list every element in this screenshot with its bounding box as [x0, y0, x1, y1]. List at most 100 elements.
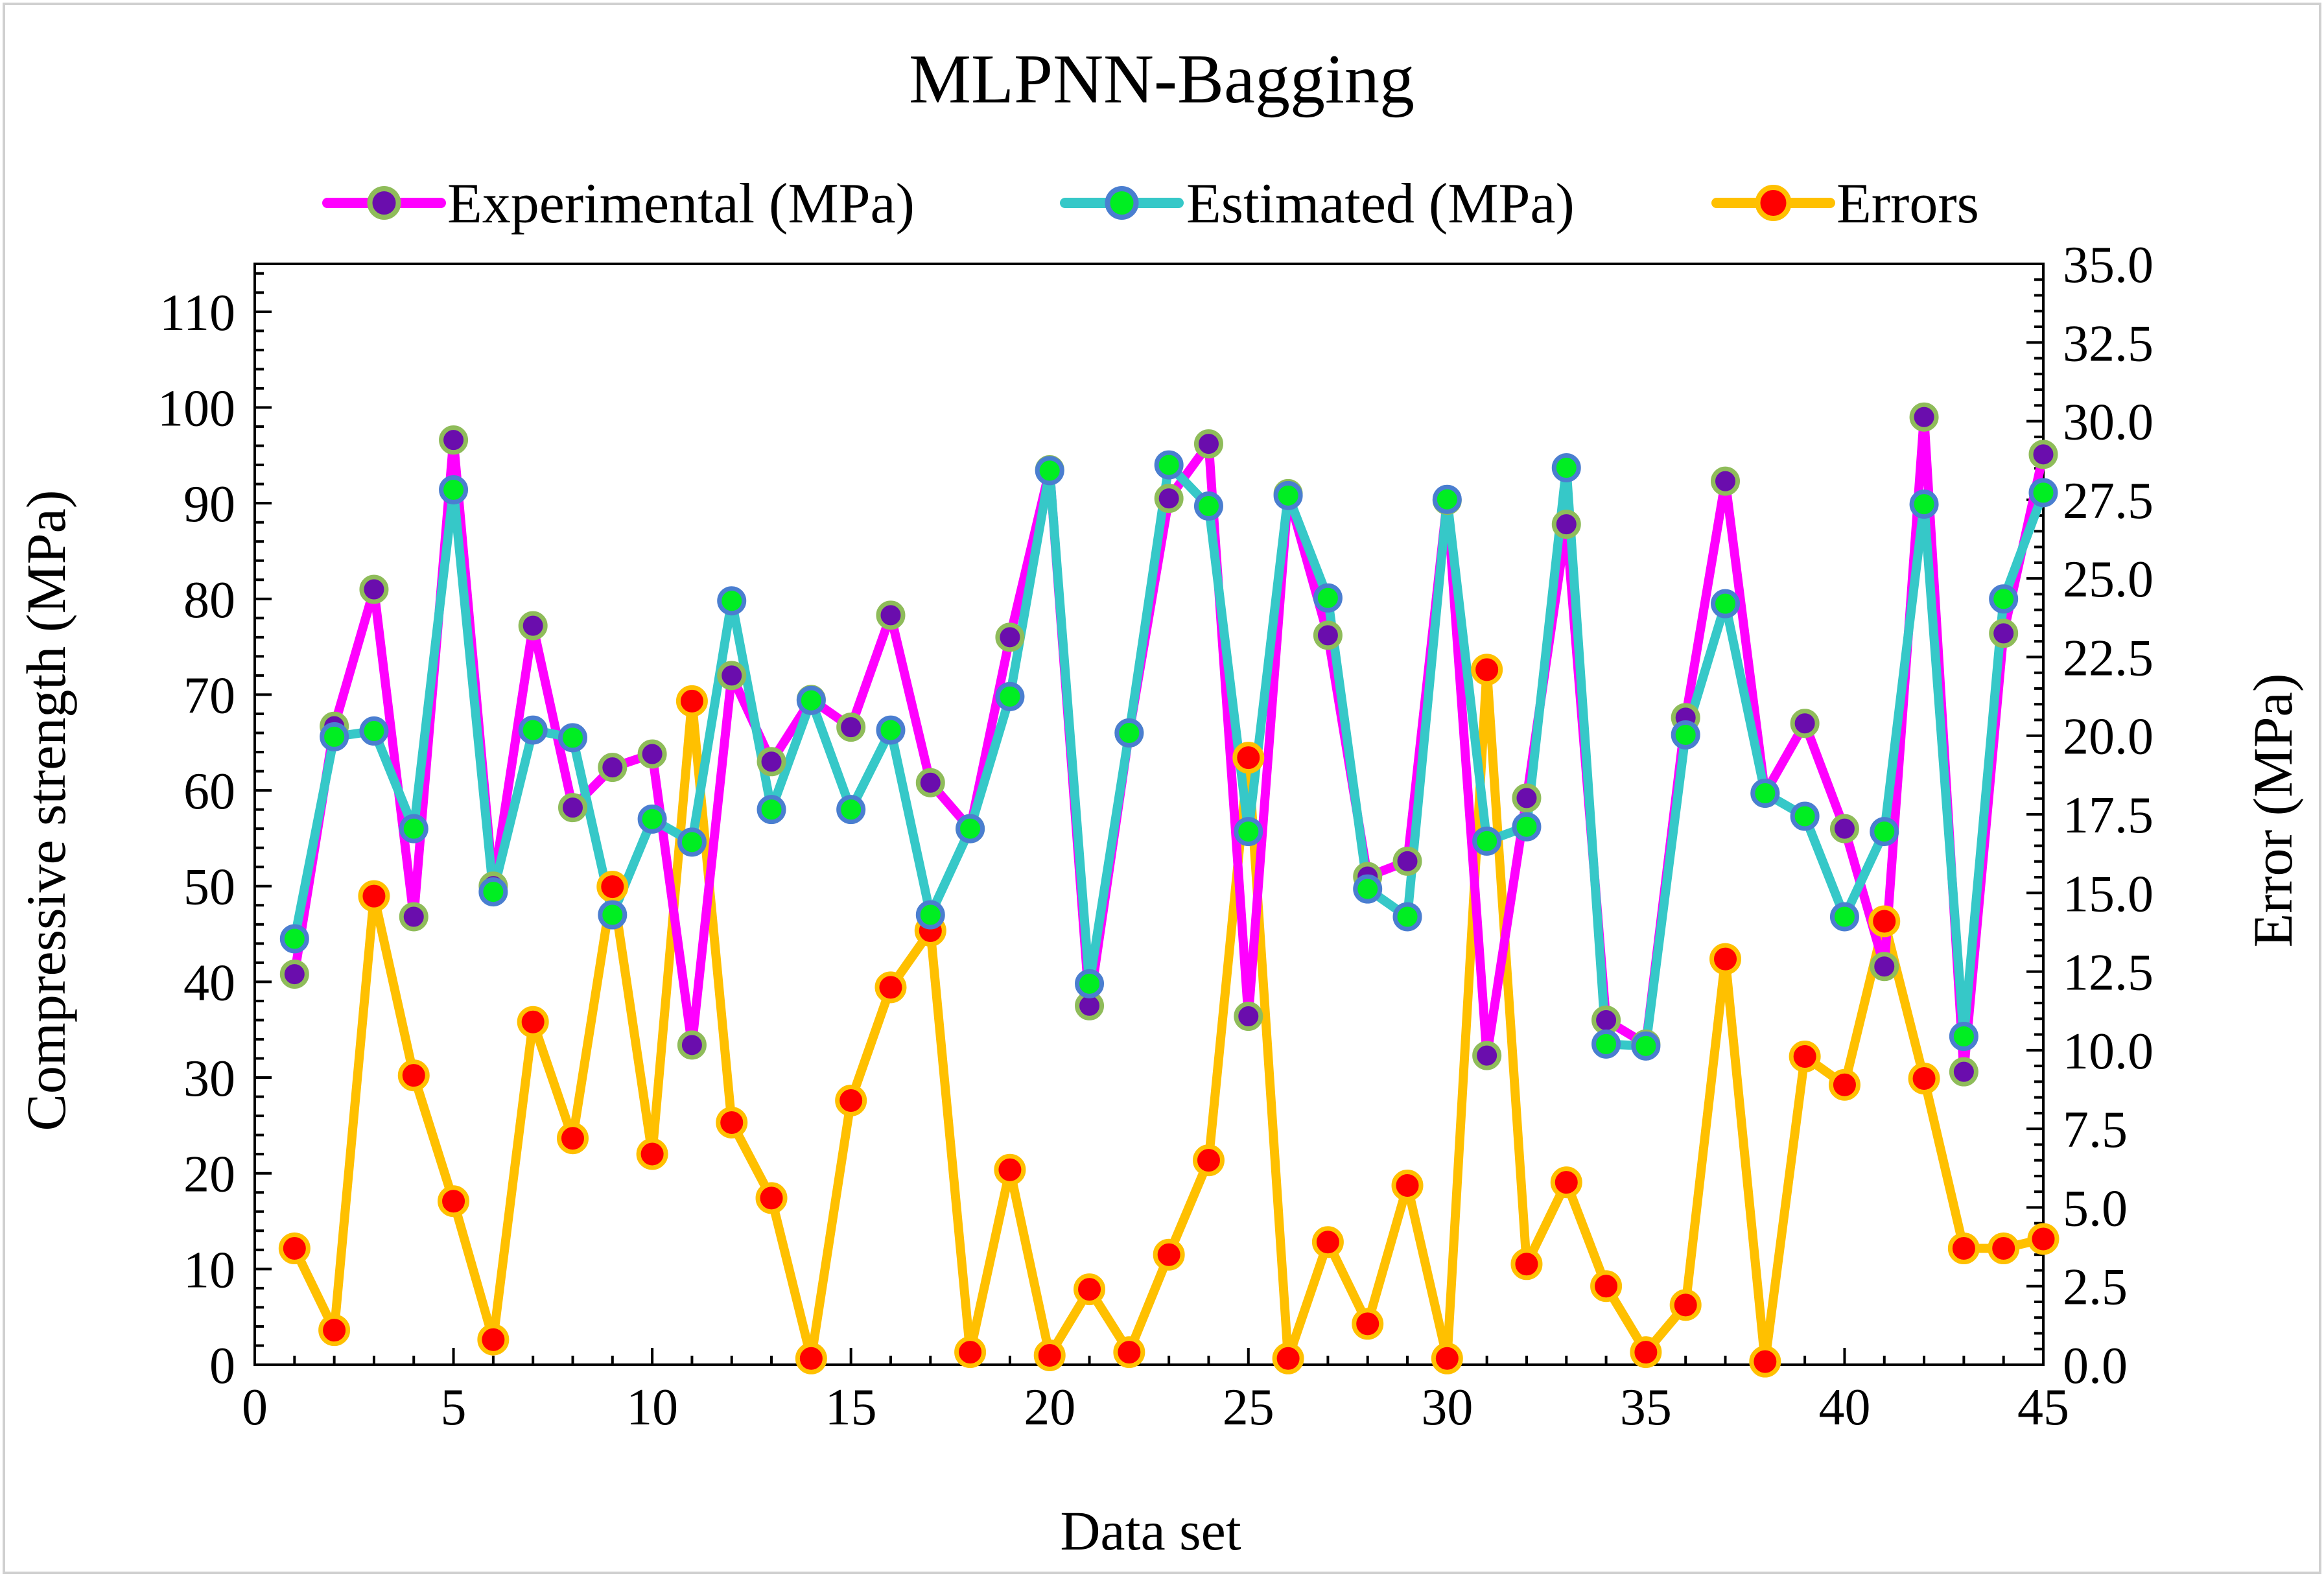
- point-estimated-mpa: [637, 804, 667, 834]
- point-errors: [1789, 1041, 1821, 1073]
- y-tick-label: 70: [183, 667, 235, 724]
- point-estimated-mpa: [279, 924, 309, 954]
- point-experimental-mpa: [1234, 1002, 1263, 1032]
- point-estimated-mpa: [836, 795, 866, 825]
- point-estimated-mpa: [1591, 1029, 1621, 1059]
- point-errors: [1868, 905, 1901, 937]
- y-tick-label: 20: [183, 1146, 235, 1203]
- plot-area: 0 5 10 15 20 25 30 35 40 45 0 10 20 30 40 50 60 70 80 90 100…: [158, 237, 2154, 1436]
- point-estimated-mpa: [1551, 453, 1581, 482]
- y-tick-label: 60: [183, 763, 235, 820]
- point-errors: [1272, 1342, 1304, 1374]
- point-estimated-mpa: [1631, 1031, 1661, 1061]
- point-estimated-mpa: [796, 685, 826, 715]
- point-errors: [994, 1153, 1026, 1186]
- x-tick-label: 15: [825, 1379, 877, 1436]
- y2-tick-label: 27.5: [2063, 473, 2154, 530]
- point-estimated-mpa: [478, 877, 508, 907]
- point-errors: [477, 1323, 510, 1356]
- point-experimental-mpa: [2028, 440, 2058, 469]
- point-experimental-mpa: [637, 739, 667, 769]
- point-estimated-mpa: [1750, 779, 1780, 808]
- point-errors: [517, 1006, 549, 1038]
- point-estimated-mpa: [518, 715, 548, 745]
- point-errors: [397, 1059, 430, 1092]
- point-experimental-mpa: [1472, 1041, 1502, 1070]
- point-errors: [1033, 1339, 1066, 1371]
- point-experimental-mpa: [995, 622, 1025, 652]
- point-experimental-mpa: [1790, 709, 1820, 738]
- point-experimental-mpa: [1154, 484, 1184, 513]
- point-experimental-mpa: [439, 425, 469, 455]
- point-errors: [1630, 1336, 1662, 1369]
- point-estimated-mpa: [2028, 478, 2058, 508]
- legend: Experimental (MPa) Estimated (MPa) Errors: [322, 172, 1979, 235]
- y2-tick-label: 12.5: [2063, 945, 2154, 1002]
- point-estimated-mpa: [1313, 583, 1343, 613]
- point-experimental-mpa: [1909, 402, 1939, 432]
- y2-tick-label: 20.0: [2063, 709, 2154, 766]
- point-errors: [1749, 1345, 1781, 1378]
- point-errors: [755, 1182, 788, 1214]
- point-errors: [1113, 1336, 1145, 1369]
- point-errors: [1471, 654, 1503, 686]
- y2-axis-label: Error (MPa): [2242, 674, 2304, 948]
- point-errors: [358, 880, 390, 912]
- point-experimental-mpa: [1193, 429, 1223, 459]
- point-experimental-mpa: [1949, 1057, 1978, 1087]
- point-estimated-mpa: [757, 795, 786, 825]
- legend-marker-estimated-mpa: [1105, 186, 1139, 220]
- point-errors: [636, 1138, 668, 1170]
- point-experimental-mpa: [1870, 952, 1899, 982]
- y-tick-label: 110: [159, 285, 235, 342]
- point-errors: [1669, 1289, 1702, 1321]
- point-estimated-mpa: [1193, 491, 1223, 521]
- point-experimental-mpa: [717, 661, 747, 690]
- legend-label-estimated-mpa: Estimated (MPa): [1186, 172, 1575, 235]
- point-estimated-mpa: [876, 715, 906, 745]
- y-tick-label: 100: [158, 380, 235, 437]
- point-experimental-mpa: [677, 1030, 707, 1060]
- point-estimated-mpa: [1075, 969, 1105, 998]
- point-estimated-mpa: [1870, 817, 1899, 847]
- point-experimental-mpa: [359, 574, 389, 604]
- point-errors: [1391, 1169, 1424, 1201]
- point-experimental-mpa: [1313, 620, 1343, 650]
- y-tick-label: 90: [183, 476, 235, 533]
- y-tick-label: 30: [183, 1050, 235, 1107]
- x-tick-label: 40: [1818, 1379, 1870, 1436]
- point-estimated-mpa: [1829, 902, 1859, 932]
- point-estimated-mpa: [399, 814, 428, 843]
- point-errors: [1232, 742, 1265, 774]
- point-errors: [1510, 1248, 1543, 1280]
- point-errors: [2027, 1223, 2060, 1255]
- y-tick-label: 80: [183, 572, 235, 629]
- point-experimental-mpa: [836, 713, 866, 742]
- point-estimated-mpa: [956, 814, 985, 843]
- y2-tick-label: 30.0: [2063, 394, 2154, 451]
- point-estimated-mpa: [1790, 801, 1820, 831]
- point-errors: [318, 1314, 351, 1347]
- point-errors: [596, 871, 629, 903]
- point-errors: [1074, 1273, 1106, 1306]
- point-experimental-mpa: [1512, 783, 1542, 813]
- point-experimental-mpa: [1551, 510, 1581, 539]
- point-experimental-mpa: [1989, 619, 2019, 648]
- y-axis-label: Compressive strength (MPa): [15, 490, 77, 1131]
- y2-tick-label: 2.5: [2063, 1259, 2128, 1316]
- point-errors: [1550, 1166, 1582, 1199]
- point-experimental-mpa: [1591, 1005, 1621, 1035]
- y2-tick-label: 17.5: [2063, 787, 2154, 844]
- x-tick-label: 10: [626, 1379, 678, 1436]
- point-estimated-mpa: [915, 900, 945, 930]
- y2-tick-label: 5.0: [2063, 1180, 2128, 1237]
- y2-tick-label: 0.0: [2063, 1338, 2128, 1395]
- y2-tick-label: 22.5: [2063, 630, 2154, 687]
- point-estimated-mpa: [1989, 584, 2019, 614]
- point-errors: [716, 1106, 748, 1138]
- point-estimated-mpa: [1949, 1022, 1978, 1052]
- point-experimental-mpa: [558, 793, 587, 823]
- point-estimated-mpa: [1234, 817, 1263, 847]
- y-tick-label: 0: [209, 1338, 235, 1395]
